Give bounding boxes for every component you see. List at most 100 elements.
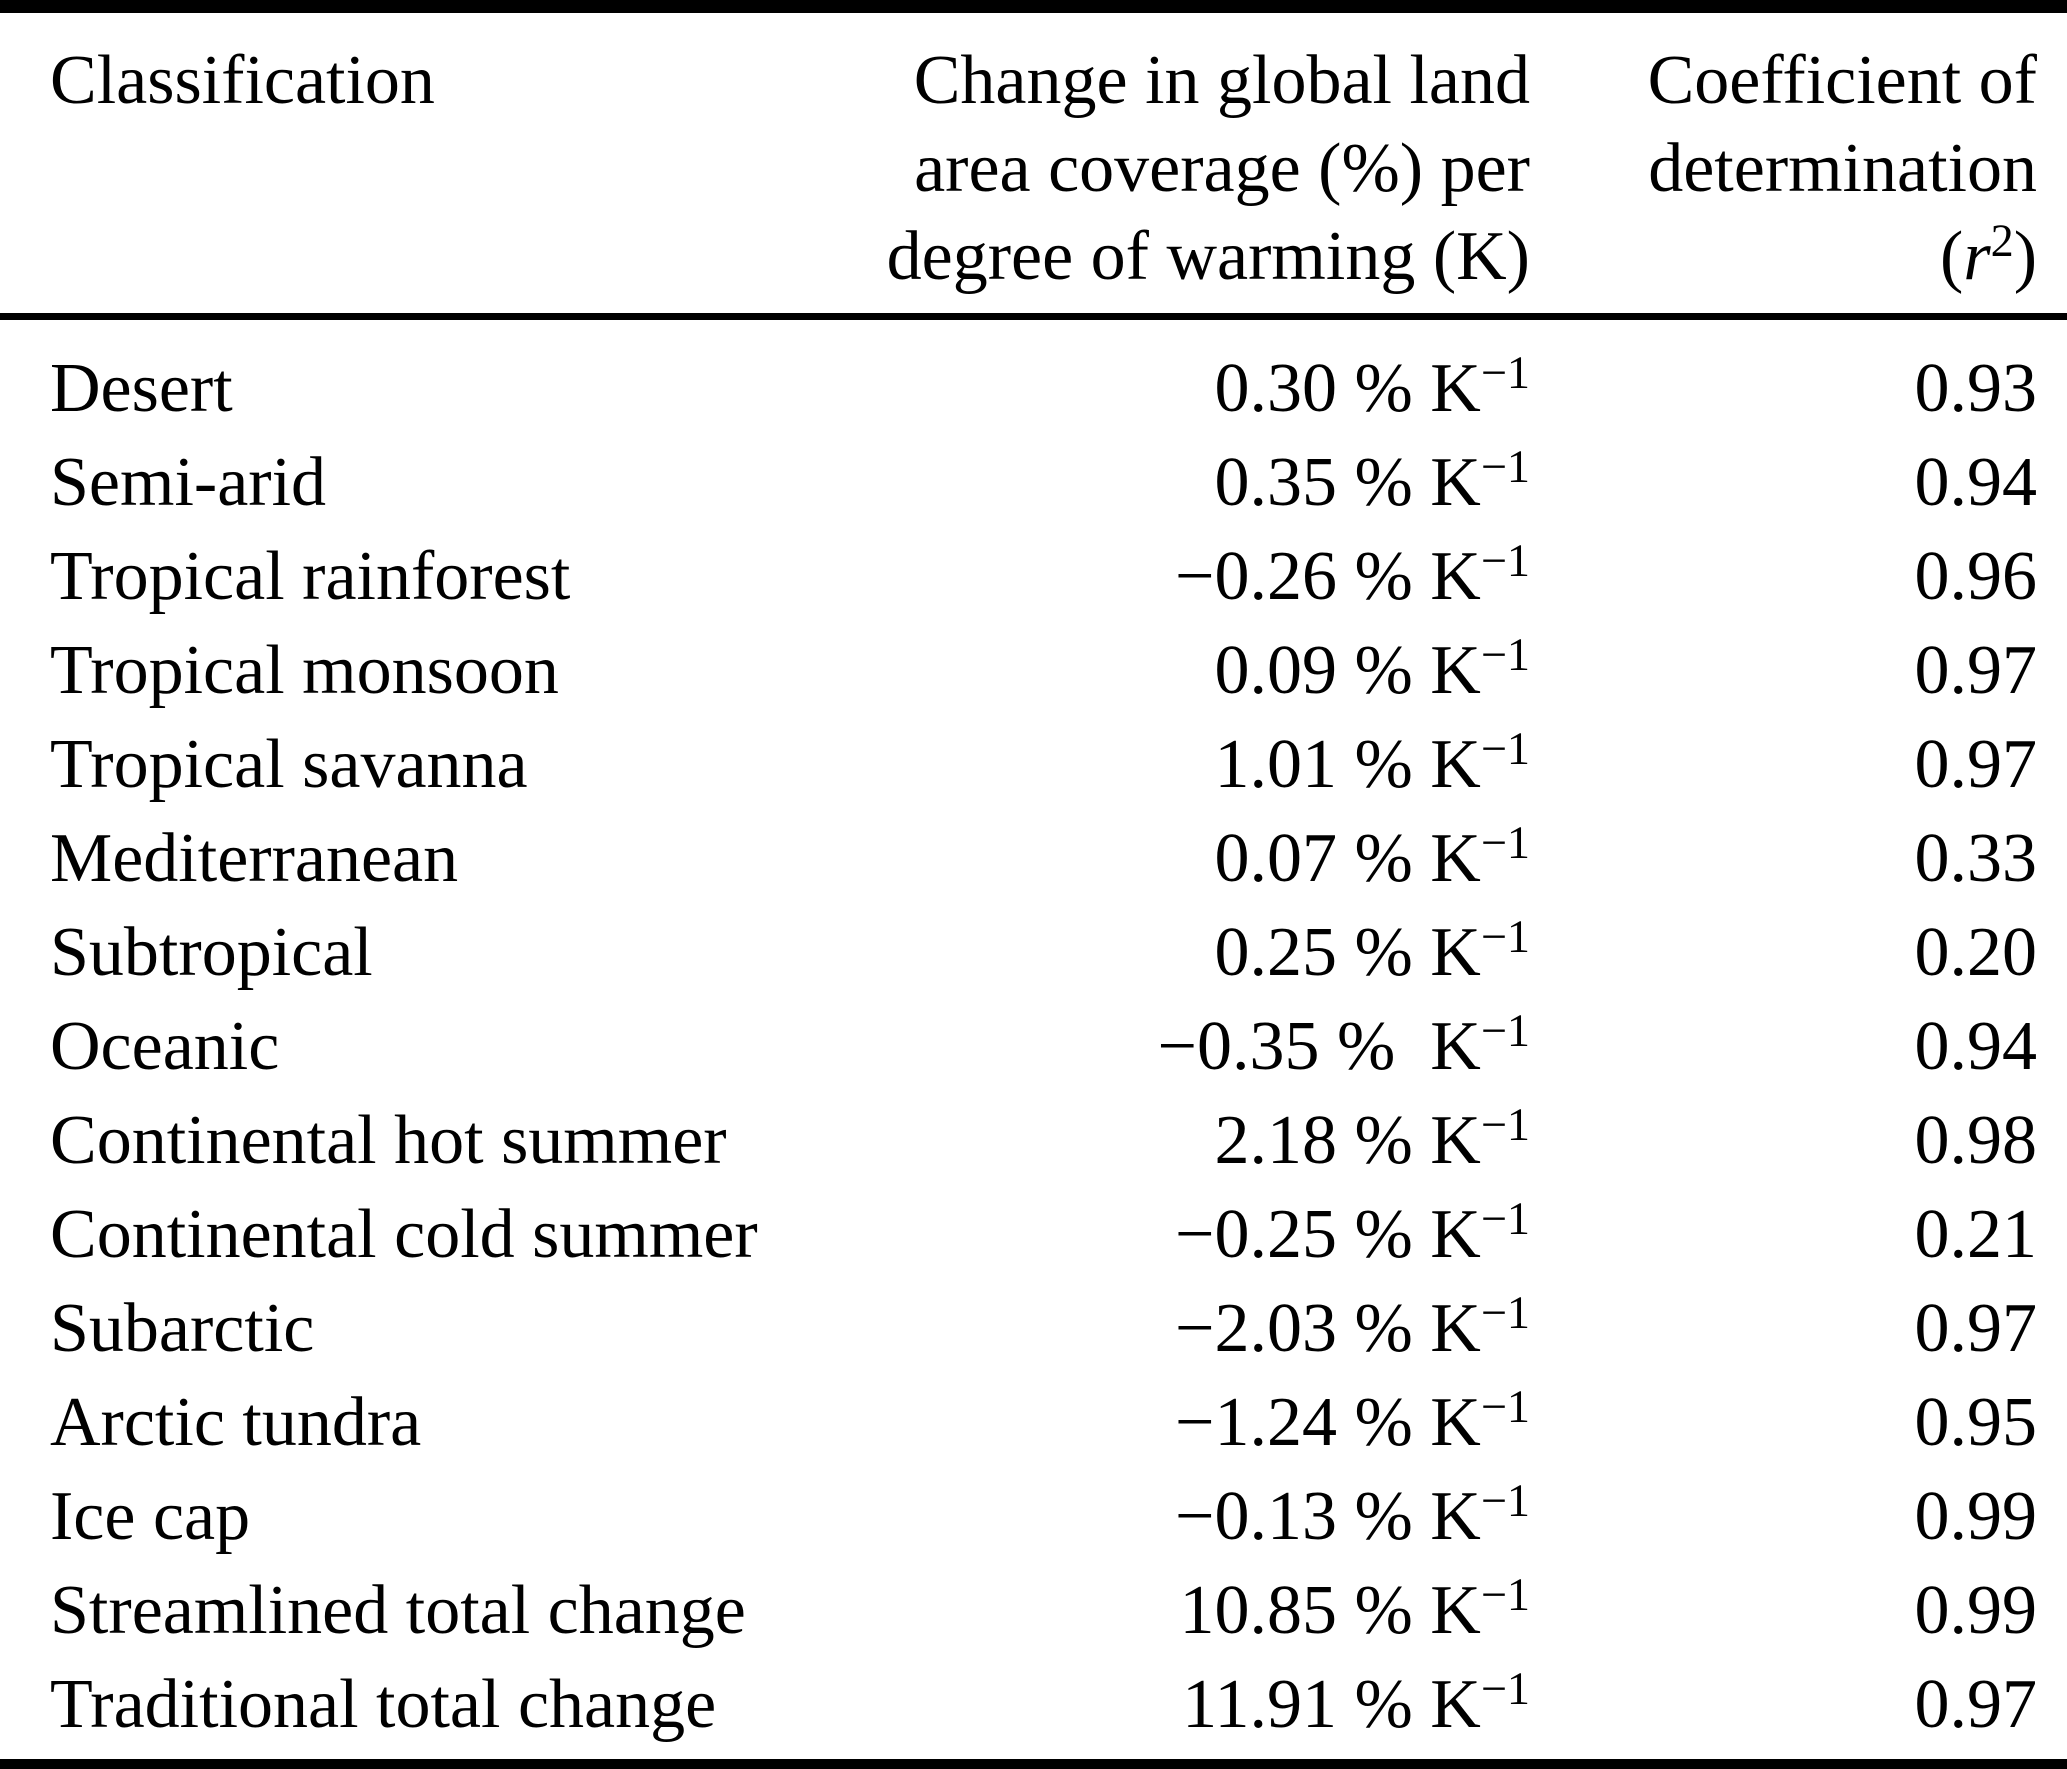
r2-value-cell: 0.99: [1914, 1478, 2038, 1555]
change-value: 10.85 % K: [1179, 1572, 1481, 1649]
change-per-k-cell: 1.01 % K−1: [860, 718, 1530, 812]
change-value-exponent: −1: [1480, 1004, 1530, 1056]
change-per-k-cell: 11.91 % K−1: [860, 1658, 1530, 1752]
header-change-per-k: Change in global land area coverage (%) …: [860, 37, 1530, 301]
r2-close-paren: ): [2013, 218, 2037, 295]
change-per-k-cell: 10.85 % K−1: [860, 1564, 1530, 1658]
change-per-k-cell: −2.03 % K−1: [860, 1282, 1530, 1376]
classification-cell: Subtropical: [50, 914, 373, 991]
change-per-k-cell: −1.24 % K−1: [860, 1376, 1530, 1470]
change-value: −2.03 % K: [1175, 1290, 1481, 1367]
table-row: Subarctic −2.03 % K−1 0.97: [50, 1282, 2037, 1376]
change-value: 2.18 % K: [1214, 1102, 1481, 1179]
change-value: 0.35 % K: [1214, 444, 1481, 521]
header-coefficient: Coefficient of determination (r2): [1530, 37, 2037, 301]
change-value-exponent: −1: [1480, 346, 1530, 398]
change-value-exponent: −1: [1480, 534, 1530, 586]
change-value-exponent: −1: [1480, 1380, 1530, 1432]
bottom-rule: [0, 1759, 2067, 1769]
change-value-exponent: −1: [1480, 1192, 1530, 1244]
r2-value-cell: 0.96: [1914, 538, 2038, 615]
r2-value-cell: 0.97: [1914, 1666, 2038, 1743]
table-row: Mediterranean 0.07 % K−1 0.33: [50, 812, 2037, 906]
header-change-line-1: Change in global land: [913, 42, 1530, 119]
r2-exponent: 2: [1990, 214, 2014, 266]
change-value-exponent: −1: [1480, 1568, 1530, 1620]
change-per-k-cell: 0.35 % K−1: [860, 436, 1530, 530]
header-change-line-3: degree of warming (K): [886, 218, 1530, 295]
classification-cell: Streamlined total change: [50, 1572, 746, 1649]
change-value: 1.01 % K: [1214, 726, 1481, 803]
r2-value-cell: 0.95: [1914, 1384, 2038, 1461]
table-row: Ice cap −0.13 % K−1 0.99: [50, 1470, 2037, 1564]
classification-cell: Subarctic: [50, 1290, 315, 1367]
change-per-k-cell: 2.18 % K−1: [860, 1094, 1530, 1188]
header-coefficient-line-2: determination: [1648, 130, 2037, 207]
classification-cell: Continental hot summer: [50, 1102, 727, 1179]
r2-value-cell: 0.20: [1914, 914, 2038, 991]
r2-value-cell: 0.33: [1914, 820, 2038, 897]
classification-cell: Semi-arid: [50, 444, 327, 521]
change-value-exponent: −1: [1480, 1474, 1530, 1526]
table-row: Oceanic −0.35 % K−1 0.94: [50, 1000, 2037, 1094]
change-value-exponent: −1: [1480, 910, 1530, 962]
table-header: Classification Change in global land are…: [0, 13, 2067, 313]
table-row: Arctic tundra −1.24 % K−1 0.95: [50, 1376, 2037, 1470]
change-value-exponent: −1: [1480, 816, 1530, 868]
table-row: Traditional total change 11.91 % K−1 0.9…: [50, 1658, 2037, 1752]
table-row: Continental cold summer −0.25 % K−1 0.21: [50, 1188, 2037, 1282]
change-value: −0.35 % K: [1157, 1008, 1481, 1085]
table-body: Desert 0.30 % K−1 0.93 Semi-arid 0.35 % …: [0, 320, 2067, 1752]
table-row: Tropical monsoon 0.09 % K−1 0.97: [50, 624, 2037, 718]
table-row: Semi-arid 0.35 % K−1 0.94: [50, 436, 2037, 530]
change-value: 0.30 % K: [1214, 350, 1481, 427]
change-value-exponent: −1: [1480, 628, 1530, 680]
r2-value-cell: 0.98: [1914, 1102, 2038, 1179]
change-per-k-cell: −0.25 % K−1: [860, 1188, 1530, 1282]
r2-value-cell: 0.93: [1914, 350, 2038, 427]
change-value: −0.13 % K: [1175, 1478, 1481, 1555]
change-value: −1.24 % K: [1175, 1384, 1481, 1461]
table-row: Desert 0.30 % K−1 0.93: [50, 342, 2037, 436]
classification-cell: Ice cap: [50, 1478, 251, 1555]
header-r-squared: (r2): [1530, 213, 2037, 301]
classification-cell: Traditional total change: [50, 1666, 717, 1743]
r2-value-cell: 0.21: [1914, 1196, 2038, 1273]
r2-value-cell: 0.94: [1914, 444, 2038, 521]
r2-value-cell: 0.97: [1914, 1290, 2038, 1367]
change-value: 0.09 % K: [1214, 632, 1481, 709]
change-value: −0.26 % K: [1175, 538, 1481, 615]
change-value-exponent: −1: [1480, 440, 1530, 492]
table-row: Continental hot summer 2.18 % K−1 0.98: [50, 1094, 2037, 1188]
r2-value-cell: 0.97: [1914, 632, 2038, 709]
table-row: Streamlined total change 10.85 % K−1 0.9…: [50, 1564, 2037, 1658]
classification-cell: Tropical rainforest: [50, 538, 571, 615]
change-per-k-cell: 0.09 % K−1: [860, 624, 1530, 718]
change-value-exponent: −1: [1480, 722, 1530, 774]
change-per-k-cell: 0.30 % K−1: [860, 342, 1530, 436]
top-rule: [0, 0, 2067, 13]
change-value: 0.25 % K: [1214, 914, 1481, 991]
classification-cell: Arctic tundra: [50, 1384, 422, 1461]
change-per-k-cell: 0.25 % K−1: [860, 906, 1530, 1000]
change-per-k-cell: −0.13 % K−1: [860, 1470, 1530, 1564]
header-classification-label: Classification: [50, 42, 435, 119]
header-classification: Classification: [50, 37, 860, 301]
r2-value-cell: 0.99: [1914, 1572, 2038, 1649]
classification-cell: Tropical savanna: [50, 726, 528, 803]
header-coefficient-line-1: Coefficient of: [1647, 42, 2037, 119]
table-row: Tropical rainforest −0.26 % K−1 0.96: [50, 530, 2037, 624]
change-value: −0.25 % K: [1175, 1196, 1481, 1273]
classification-cell: Mediterranean: [50, 820, 459, 897]
classification-cell: Oceanic: [50, 1008, 280, 1085]
change-value-exponent: −1: [1480, 1286, 1530, 1338]
header-change-line-2: area coverage (%) per: [914, 130, 1530, 207]
change-value-exponent: −1: [1480, 1662, 1530, 1714]
r2-variable: r: [1963, 218, 1991, 295]
r2-open-paren: (: [1940, 218, 1964, 295]
table-row: Tropical savanna 1.01 % K−1 0.97: [50, 718, 2037, 812]
r2-value-cell: 0.94: [1914, 1008, 2038, 1085]
change-per-k-cell: −0.35 % K−1: [860, 1000, 1531, 1094]
classification-cell: Desert: [50, 350, 233, 427]
